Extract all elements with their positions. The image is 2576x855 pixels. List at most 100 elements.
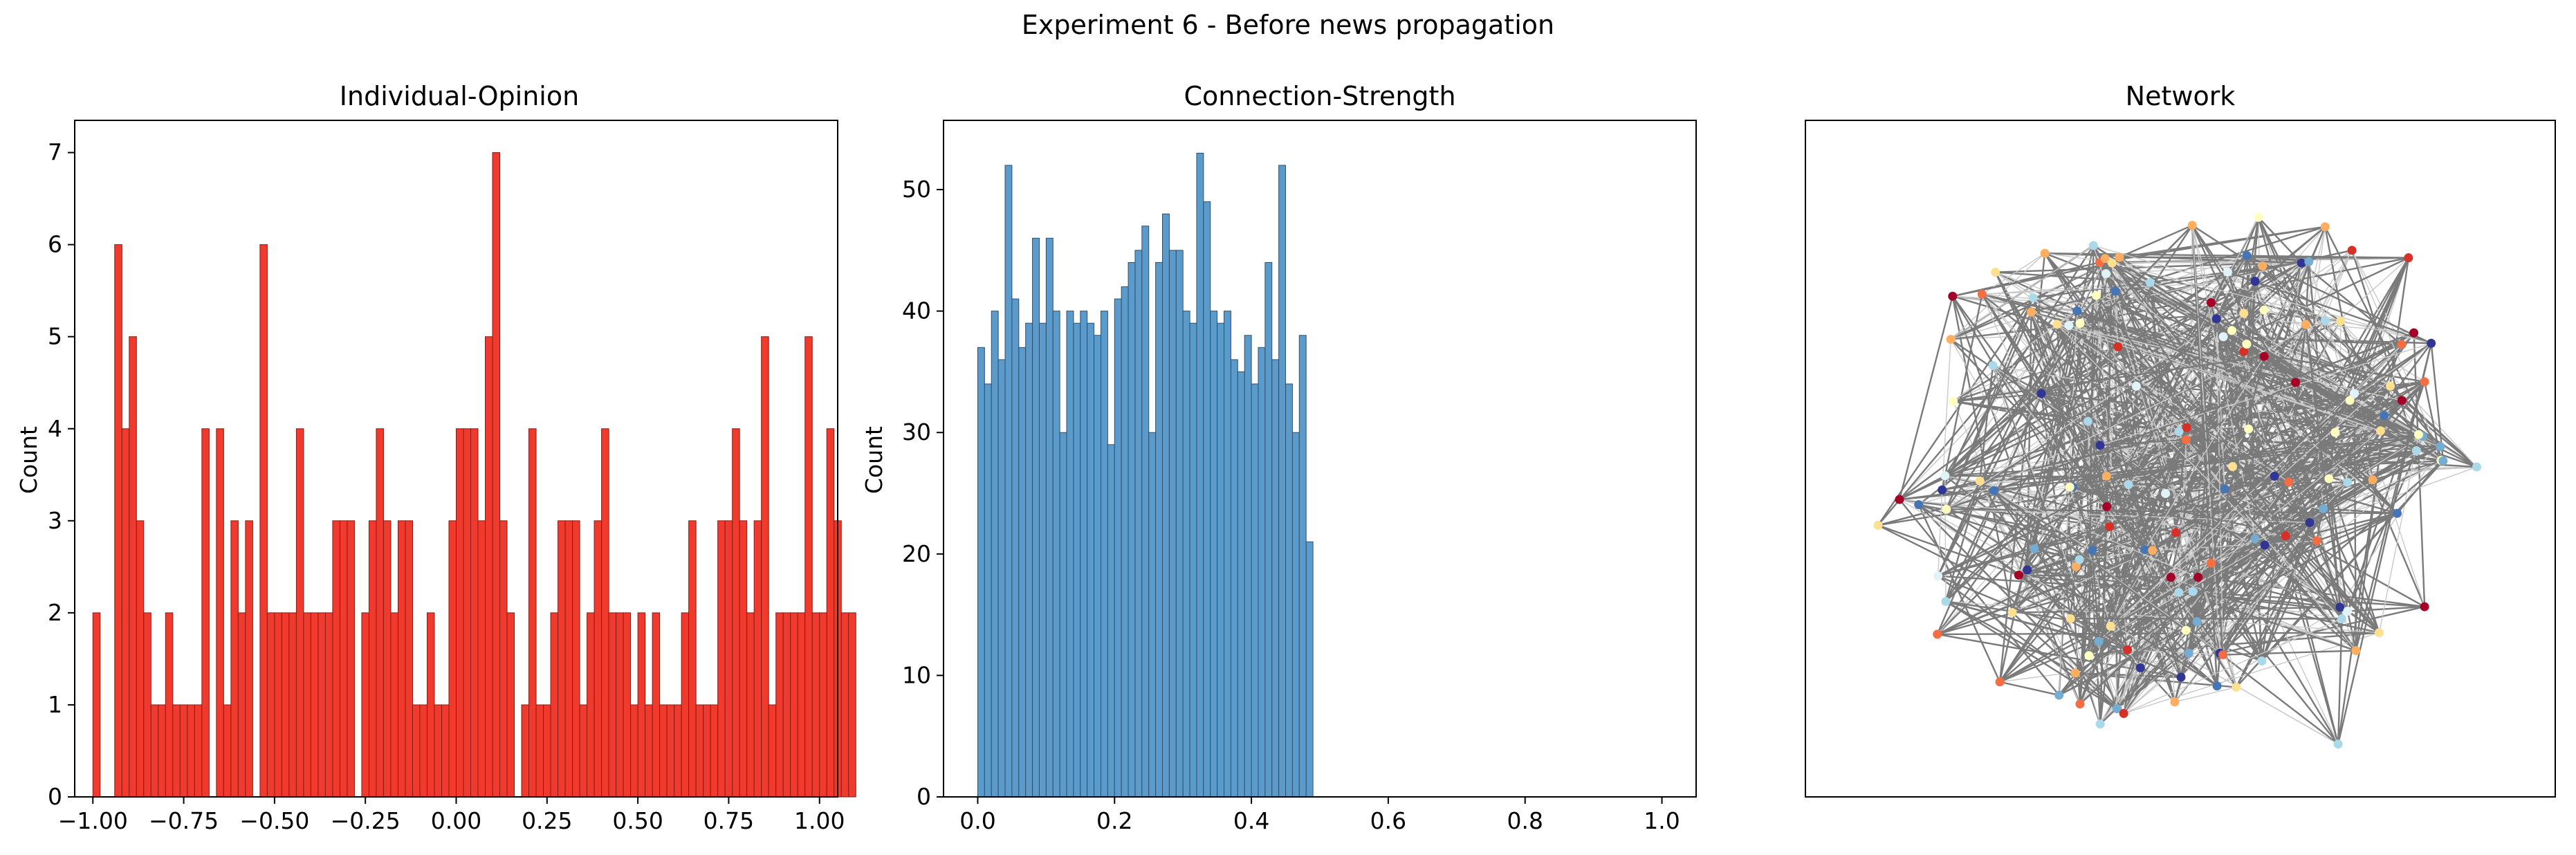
strength-bar (984, 383, 992, 798)
network-node (2023, 565, 2032, 575)
network-node (2239, 347, 2249, 356)
network-node (1977, 289, 1987, 299)
network-edge (2099, 481, 2290, 725)
strength-bar (1251, 383, 1259, 798)
strength-bar (1141, 226, 1150, 798)
network-edge (1994, 272, 2108, 507)
network-edge (1938, 434, 2419, 577)
opinion-histogram-panel: Individual-Opinion −1.00 −0.75 −0.50 −0.25 0… (15, 81, 856, 834)
network-node (2072, 306, 2082, 315)
opinion-bar (405, 520, 413, 798)
network-node (2427, 338, 2436, 348)
opinion-bar (659, 704, 668, 798)
strength-bar (1059, 432, 1067, 798)
network-edge (1937, 632, 2380, 636)
strength-bar (1045, 237, 1054, 798)
opinion-bar (324, 612, 333, 798)
network-edge (2031, 311, 2381, 432)
network-edge (2099, 522, 2310, 725)
network-edge (2309, 481, 2348, 523)
network-edge (2077, 310, 2442, 461)
network-edge (2057, 324, 2402, 401)
strength-bar (1107, 444, 1115, 798)
network-edge (2091, 550, 2100, 642)
network-node (2260, 540, 2270, 550)
strength-bar (1148, 432, 1157, 798)
network-edge (1944, 393, 2042, 477)
network-edge (2128, 255, 2247, 485)
network-edge (2413, 333, 2426, 607)
opinion-bar (150, 704, 159, 798)
network-edge (1898, 295, 1953, 500)
opinion-bar (172, 704, 181, 798)
network-edge (2105, 273, 2187, 441)
opinion-bar (318, 612, 326, 798)
network-edge (2034, 548, 2080, 561)
network-edge (2099, 261, 2302, 264)
network-edge (2099, 342, 2431, 446)
network-edge (1994, 435, 2423, 492)
network-node (1948, 291, 1958, 301)
strength-bar (1258, 347, 1266, 798)
opinion-axes-frame (74, 120, 838, 798)
network-edge (2324, 320, 2425, 383)
opinion-bar (550, 612, 559, 798)
strength-bar (1196, 152, 1204, 798)
network-node (2220, 484, 2229, 494)
network-node (2343, 607, 2353, 616)
network-edge (2174, 430, 2381, 703)
opinion-xtick-label: 1.00 (794, 807, 845, 834)
network-node (2170, 697, 2180, 707)
strength-ylabel: Count (861, 426, 887, 494)
opinion-bar (732, 428, 740, 798)
opinion-bar (216, 428, 224, 798)
strength-bar (1217, 322, 1225, 798)
opinion-bar (666, 704, 675, 798)
network-node (2304, 257, 2314, 266)
network-node (2064, 320, 2074, 330)
network-node (1989, 486, 1998, 495)
network-edge (2069, 430, 2381, 488)
network-node (2176, 672, 2186, 682)
network-node (2212, 681, 2222, 691)
network-node (2250, 277, 2260, 286)
network-node (2259, 351, 2269, 361)
network-edge (2216, 318, 2224, 655)
network-nodes (1873, 212, 2481, 749)
network-edge (2353, 342, 2432, 394)
opinion-bar (804, 336, 813, 798)
strength-x-ticks: 0.0 0.2 0.4 0.6 0.8 1.0 (959, 797, 1680, 834)
network-node (2223, 267, 2232, 277)
strength-bar (991, 311, 999, 798)
network-edge (1950, 252, 2045, 340)
network-node (2148, 546, 2158, 555)
strength-bar (1134, 250, 1143, 798)
opinion-bar (412, 704, 421, 798)
opinion-bar (114, 244, 122, 798)
opinion-bar (797, 612, 806, 798)
network-edge (2077, 310, 2381, 432)
network-node (2140, 545, 2150, 555)
opinion-y-ticks: 0 1 2 3 4 5 6 7 (48, 139, 75, 810)
network-node (2350, 389, 2359, 398)
strength-ytick-label: 50 (902, 176, 931, 203)
strength-ytick-label: 40 (902, 297, 931, 324)
network-node (2028, 293, 2038, 302)
opinion-xtick-label: −0.75 (149, 807, 219, 834)
opinion-bar (768, 704, 777, 798)
opinion-bar (499, 520, 508, 798)
network-node (2171, 528, 2181, 537)
opinion-bar (245, 520, 253, 798)
network-edge (2110, 342, 2432, 627)
network-edge (2040, 393, 2071, 488)
opinion-bar (775, 612, 784, 798)
opinion-bar (819, 612, 827, 798)
network-edge (2224, 488, 2343, 620)
strength-bar (1004, 165, 1013, 798)
network-edge (2119, 224, 2193, 259)
opinion-ytick-label: 2 (48, 599, 62, 626)
network-node (2145, 277, 2155, 287)
network-edge (1992, 365, 2118, 709)
network-node (2420, 377, 2429, 387)
